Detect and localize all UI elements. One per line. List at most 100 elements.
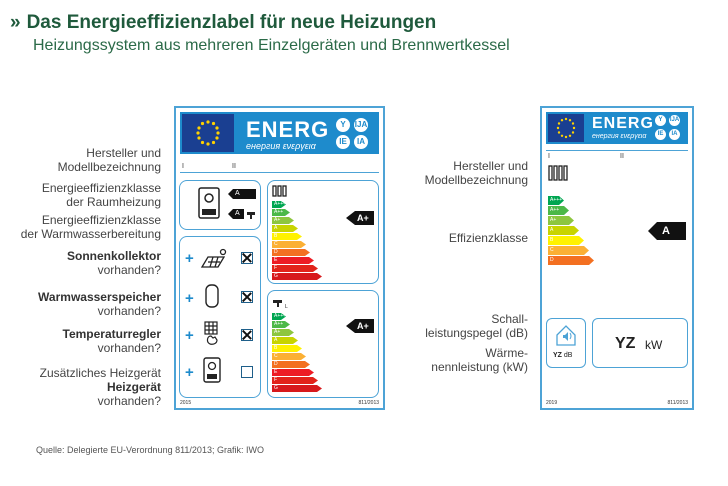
lang-circle: Y: [655, 115, 666, 126]
radiator-icon: [272, 185, 287, 197]
storage-checkbox: [241, 291, 253, 303]
efficiency-bar-g: G: [272, 273, 322, 280]
efficiency-bar-a: A: [272, 225, 298, 232]
eu-stars-icon: [556, 117, 576, 139]
separator: [180, 172, 379, 173]
source-note: Quelle: Delegierte EU-Verordnung 811/201…: [36, 445, 264, 455]
efficiency-bar-d: D: [272, 249, 310, 256]
footer-year: 2019: [546, 400, 558, 406]
roman-i: I: [548, 153, 550, 160]
class-chip: A: [228, 189, 256, 199]
efficiency-bar-app: A++: [272, 321, 290, 328]
plus-icon: +: [185, 327, 194, 344]
solar-collector-icon: [200, 248, 227, 268]
power-unit: kW: [645, 338, 663, 352]
lang-circle: Y: [336, 118, 350, 132]
efficiency-bar-a: A: [272, 337, 298, 344]
footer-year: 2015: [180, 400, 192, 406]
efficiency-bar-app: A++: [272, 209, 290, 216]
extra-heater-icon: [203, 357, 221, 383]
label-manufacturer-right: Hersteller und Modellbezeichnung: [424, 159, 528, 187]
efficiency-bar-a: A: [548, 226, 579, 235]
plus-icon: +: [185, 250, 194, 267]
rating-arrow: A: [648, 222, 686, 240]
speaker-icon: [556, 325, 576, 346]
label-manufacturer: Hersteller und Modellbezeichnung: [57, 146, 161, 174]
lang-circle: IE: [336, 135, 350, 149]
efficiency-bar-e: E: [272, 369, 314, 376]
rating-arrow: A+: [346, 319, 374, 333]
energ-sub: енергия ενεργεια: [246, 141, 316, 151]
lang-circle: IJA: [669, 115, 680, 126]
efficiency-bar-b: B: [548, 236, 584, 245]
boiler-icon: [198, 187, 220, 219]
eu-stars-icon: [196, 120, 220, 146]
tap-icon: L: [273, 300, 288, 309]
extra-heater-checkbox: [241, 366, 253, 378]
title-text: Das Energieeffizienzlabel für neue Heizu…: [26, 12, 437, 33]
label-header: ENERG енергия ενεργεια Y IJA IE IA: [180, 112, 379, 154]
lang-circle: IA: [354, 135, 368, 149]
separator: [546, 150, 688, 151]
power-value: YZ: [615, 335, 636, 352]
eu-flag-icon: [182, 114, 234, 152]
radiator-icon: [548, 165, 568, 181]
roman-ii: II: [620, 153, 624, 160]
label-power: Wärme-nennleistung (kW): [431, 346, 528, 374]
plus-icon: +: [185, 364, 194, 381]
efficiency-bar-e: E: [272, 257, 314, 264]
footer-regulation: 811/2013: [667, 400, 688, 406]
class-chip: A: [228, 209, 244, 219]
efficiency-bar-ap: A+: [272, 217, 294, 224]
efficiency-bar-f: F: [272, 377, 318, 384]
heating-scale-box: A+++ A++ A+ A B C D E F G A+: [267, 180, 379, 284]
heater-box: A A: [179, 180, 261, 230]
efficiency-bar-appp: A+++: [550, 197, 563, 203]
eu-flag-icon: [548, 114, 584, 142]
label-header: ENERG енергия ενεργεια Y IJA IE IA: [546, 112, 688, 144]
tap-icon: [247, 212, 255, 219]
efficiency-bar-app: A++: [548, 206, 569, 215]
rating-arrow: A+: [346, 211, 374, 225]
efficiency-bar-appp: A+++: [274, 313, 287, 319]
energ-word: ENERG: [592, 115, 654, 132]
label-space-heating-class: Energieeffizienzklasse der Raumheizung: [41, 181, 161, 209]
efficiency-bar-d: D: [548, 256, 594, 265]
double-chevron-icon: »: [10, 12, 21, 33]
footer-regulation: 811/2013: [358, 400, 379, 406]
boiler-energy-label: ENERG енергия ενεργεια Y IJA IE IA I II …: [540, 106, 694, 410]
efficiency-bar-b: B: [272, 233, 302, 240]
solar-checkbox: [241, 252, 253, 264]
efficiency-bar-c: C: [272, 241, 306, 248]
page-subtitle: Heizungssystem aus mehreren Einzelgeräte…: [33, 37, 510, 54]
roman-ii: II: [232, 163, 236, 170]
energ-word: ENERG: [246, 117, 330, 142]
efficiency-bar-appp: A+++: [274, 201, 287, 207]
label-sound: Schall-leistungspegel (dB): [425, 312, 528, 340]
efficiency-bar-c: C: [272, 353, 306, 360]
svg-text:L: L: [285, 304, 288, 309]
energ-sub: енергия ενεργεια: [592, 133, 647, 140]
plus-icon: +: [185, 290, 194, 307]
efficiency-bar-b: B: [272, 345, 302, 352]
label-storage: Warmwasserspeicher vorhanden?: [38, 290, 161, 318]
efficiency-bar-d: D: [272, 361, 310, 368]
efficiency-bar-c: C: [548, 246, 589, 255]
lang-circle: IE: [655, 129, 666, 140]
lang-circle: IA: [669, 129, 680, 140]
water-scale-box: L A+++ A++ A+ A B C D E F G A+: [267, 290, 379, 398]
label-water-heating-class: Energieeffizienzklasse der Warmwasserbere…: [20, 213, 161, 241]
sound-box: YZ dB: [546, 318, 586, 368]
label-temperature-control: Temperaturregler vorhanden?: [62, 327, 161, 355]
efficiency-bar-g: G: [272, 385, 322, 392]
hot-water-storage-icon: [205, 284, 219, 308]
label-extra-heater: Zusätzliches Heizgerät Heizgerät vorhande…: [39, 366, 161, 408]
efficiency-bar-ap: A+: [548, 216, 574, 225]
label-efficiency: Effizienzklasse: [448, 231, 528, 245]
temperature-control-icon: [204, 321, 218, 345]
temperature-checkbox: [241, 329, 253, 341]
power-box: YZ kW: [592, 318, 688, 368]
efficiency-bar-f: F: [272, 265, 318, 272]
roman-i: I: [182, 163, 184, 170]
label-solar: Sonnenkollektor vorhanden?: [66, 249, 161, 277]
